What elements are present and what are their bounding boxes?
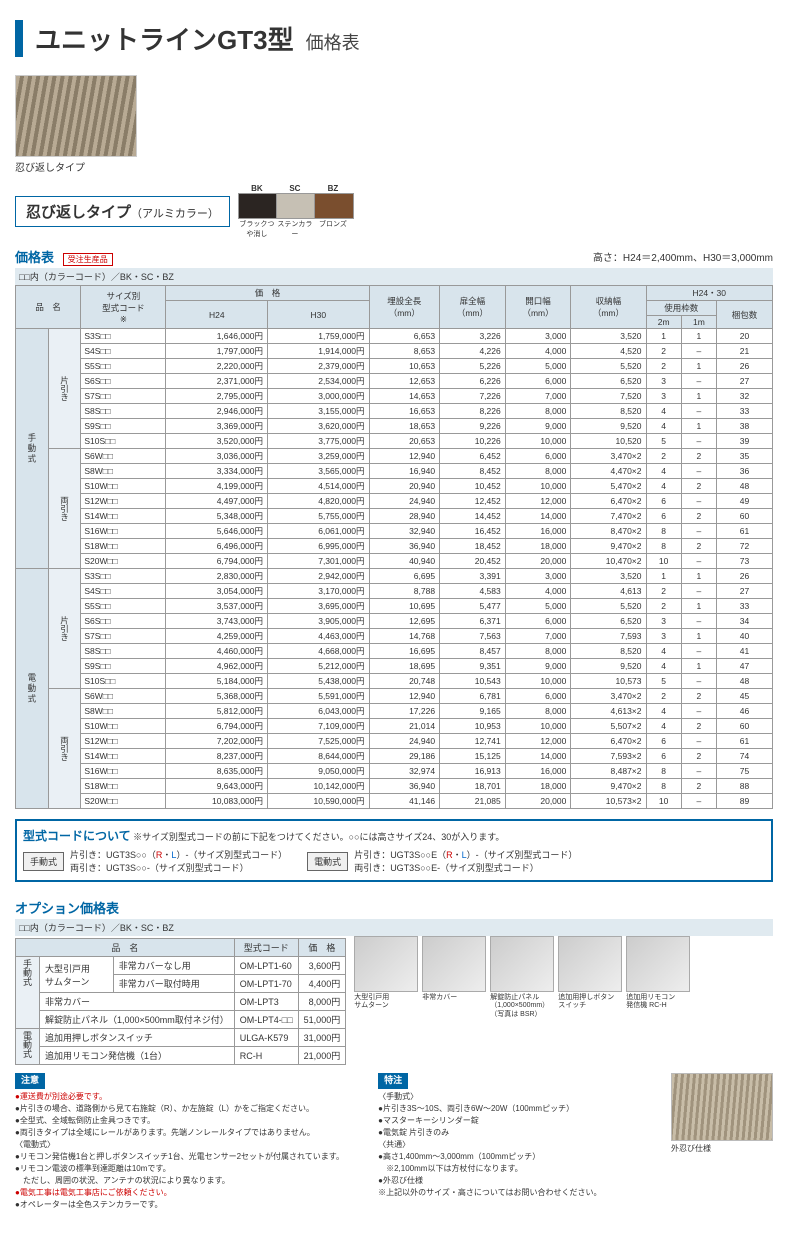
spec-item: ●電気錠 片引きのみ [378,1127,659,1139]
price-table: 品 名 サイズ別 型式コード ※ 価 格 埋設全長 （mm） 扉全幅 （mm） … [15,285,773,809]
option-image: 追加用押しボタン スイッチ [558,936,620,1019]
caution-block: 注意 ●運送費が別途必要です。●片引きの場合、道路側から見て右施錠（R）、か左施… [15,1073,366,1211]
price-row: S18W□□ 6,496,000円6,995,000円 36,94018,452… [16,539,773,554]
spec-item: ※上記以外のサイズ・高さについてはお問い合わせください。 [378,1187,659,1199]
price-row: S9S□□ 4,962,000円5,212,000円 18,6959,351 9… [16,659,773,674]
swatch-BZ: BZ ブロンズ [314,184,352,239]
option-row: 電動式追加用押しボタンスイッチULGA-K57931,000円 [16,1029,346,1047]
price-row: S12W□□ 7,202,000円7,525,000円 24,94012,741… [16,734,773,749]
outer-spec-image-block: 外忍び仕様 [671,1073,773,1154]
price-row: S12W□□ 4,497,000円4,820,000円 24,94012,452… [16,494,773,509]
caution-item: ●全型式、全域転倒防止金具つきです。 [15,1115,366,1127]
spec-item: ●片引き3S～10S、両引き6W～20W（100mmピッチ） [378,1103,659,1115]
elec-ryou: 両引き：UGT3S○○E-（サイズ別型式コード） [354,861,577,874]
swatch-BK: BK ブラックつや消し [238,184,276,239]
price-row: S9S□□ 3,369,000円3,620,000円 18,6539,226 9… [16,419,773,434]
notes-section: 注意 ●運送費が別途必要です。●片引きの場合、道路側から見て右施錠（R）、か左施… [15,1073,773,1211]
price-row: S20W□□ 10,083,000円10,590,000円 41,14621,0… [16,794,773,809]
type-label: 忍び返しタイプ（アルミカラー） [15,196,230,227]
spec-item: ●マスターキーシリンダー錠 [378,1115,659,1127]
title-sub: 価格表 [306,29,360,55]
price-row: 両引き S6W□□ 3,036,000円3,259,000円 12,9406,4… [16,449,773,464]
price-row: S5S□□ 3,537,000円3,695,000円 10,6955,477 5… [16,599,773,614]
option-image: 大型引戸用 サムターン [354,936,416,1019]
price-row: S7S□□ 4,259,000円4,463,000円 14,7687,563 7… [16,629,773,644]
option-image: 追加用リモコン 発信機 RC-H [626,936,688,1019]
price-row: S5S□□ 2,220,000円2,379,000円 10,6535,226 5… [16,359,773,374]
product-caption: 忍び返しタイプ [15,159,773,174]
color-swatches: BK ブラックつや消し SC ステンカラー BZ ブロンズ [238,184,352,239]
price-row: S14W□□ 5,348,000円5,755,000円 28,94014,452… [16,509,773,524]
spec-item: 〈共通〉 [378,1139,659,1151]
price-title: 価格表 [15,250,54,265]
spec-item: 〈手動式〉 [378,1091,659,1103]
price-row: S14W□□ 8,237,000円8,644,000円 29,18615,125… [16,749,773,764]
price-row: S4S□□ 3,054,000円3,170,000円 8,7884,583 4,… [16,584,773,599]
price-row: S8W□□ 3,334,000円3,565,000円 16,9408,452 8… [16,464,773,479]
outer-spec-image [671,1073,773,1141]
manual-tag: 手動式 [23,852,64,871]
elec-kata: 片引き：UGT3S○○E（R・L）-（サイズ別型式コード） [354,848,577,861]
price-row: 手動式片引き S3S□□ 1,646,000円1,759,000円 6,6533… [16,329,773,344]
price-row: 両引き S6W□□ 5,368,000円5,591,000円 12,9406,7… [16,689,773,704]
caution-item: ●リモコン電波の標準到達距離は10mです。 ただし、周囲の状況、アンテナの状況に… [15,1163,366,1187]
price-section-header: 価格表 受注生産品 高さ：H24＝2,400mm、H30＝3,000mm [15,247,773,266]
product-image [15,75,137,157]
price-row: S10W□□ 6,794,000円7,109,000円 21,01410,953… [16,719,773,734]
option-title: オプション価格表 [15,898,773,917]
spec-item: ●高さ1,400mm～3,000mm（100mmピッチ） ※2,100mm以下は… [378,1151,659,1175]
caution-item: ●電気工事は電気工事店にご依頼ください。 [15,1187,366,1199]
option-color-note: □□内（カラーコード）／BK・SC・BZ [15,919,773,936]
price-row: S20W□□ 6,794,000円7,301,000円 40,94020,452… [16,554,773,569]
caution-item: ●運送費が別途必要です。 [15,1091,366,1103]
price-row: S8S□□ 2,946,000円3,155,000円 16,6538,226 8… [16,404,773,419]
made-to-order-badge: 受注生産品 [63,253,113,266]
option-image: 非常カバー [422,936,484,1019]
option-row: 非常カバーOM-LPT38,000円 [16,993,346,1011]
price-row: S16W□□ 8,635,000円9,050,000円 32,97416,913… [16,764,773,779]
spec-item: ●外忍び仕様 [378,1175,659,1187]
price-row: S10W□□ 4,199,000円4,514,000円 20,94010,452… [16,479,773,494]
manual-ryou: 両引き：UGT3S○○-（サイズ別型式コード） [70,861,287,874]
caution-item: ●オペレーターは全色ステンカラーです。 [15,1199,366,1211]
price-row: S8S□□ 4,460,000円4,668,000円 16,6958,457 8… [16,644,773,659]
model-code-section: 型式コードについて ※サイズ別型式コードの前に下記をつけてください。○○には高さ… [15,819,773,882]
price-row: S7S□□ 2,795,000円3,000,000円 14,6537,226 7… [16,389,773,404]
caution-item: ●両引きタイプは全域にレールがあります。先端ノンレールタイプではありません。 [15,1127,366,1139]
option-row: 追加用リモコン発信機（1台）RC-H21,000円 [16,1047,346,1065]
caution-item: ●リモコン発信機1台と押しボタンスイッチ1台、光電センサー2セットが付属されてい… [15,1151,366,1163]
price-row: S6S□□ 2,371,000円2,534,000円 12,6536,226 6… [16,374,773,389]
price-row: S10S□□ 5,184,000円5,438,000円 20,74810,543… [16,674,773,689]
option-row: 手動式大型引戸用 サムターン非常カバーなし用OM-LPT1-603,600円 [16,957,346,975]
height-note: 高さ：H24＝2,400mm、H30＝3,000mm [593,249,773,264]
price-row: 電動式片引き S3S□□ 2,830,000円2,942,000円 6,6953… [16,569,773,584]
spec-block: 特注 〈手動式〉●片引き3S～10S、両引き6W～20W（100mmピッチ）●マ… [378,1073,659,1199]
manual-kata: 片引き：UGT3S○○（R・L）-（サイズ別型式コード） [70,848,287,861]
page-title-bar: ユニットラインGT3型 価格表 [15,20,773,57]
option-table: 品 名型式コード価 格手動式大型引戸用 サムターン非常カバーなし用OM-LPT1… [15,938,346,1065]
swatch-SC: SC ステンカラー [276,184,314,239]
caution-item: 〈電動式〉 [15,1139,366,1151]
elec-tag: 電動式 [307,852,348,871]
option-image: 解錠防止パネル （1,000×500mm） （写真は BSR） [490,936,552,1019]
price-row: S18W□□ 9,643,000円10,142,000円 36,94018,70… [16,779,773,794]
price-row: S6S□□ 3,743,000円3,905,000円 12,6956,371 6… [16,614,773,629]
title-main: ユニットラインGT3型 [35,20,294,57]
price-row: S10S□□ 3,520,000円3,775,000円 20,65310,226… [16,434,773,449]
color-code-note: □□内（カラーコード）／BK・SC・BZ [15,268,773,285]
price-row: S4S□□ 1,797,000円1,914,000円 8,6534,226 4,… [16,344,773,359]
price-row: S16W□□ 5,646,000円6,061,000円 32,94016,452… [16,524,773,539]
caution-item: ●片引きの場合、道路側から見て右施錠（R）、か左施錠（L）かをご指定ください。 [15,1103,366,1115]
option-row: 解錠防止パネル（1,000×500mm取付ネジ付）OM-LPT4-□□51,00… [16,1011,346,1029]
type-header: 忍び返しタイプ（アルミカラー） BK ブラックつや消し SC ステンカラー BZ… [15,184,773,239]
option-images: 大型引戸用 サムターン 非常カバー 解錠防止パネル （1,000×500mm） … [354,936,688,1019]
price-row: S8W□□ 5,812,000円6,043,000円 17,2269,165 8… [16,704,773,719]
